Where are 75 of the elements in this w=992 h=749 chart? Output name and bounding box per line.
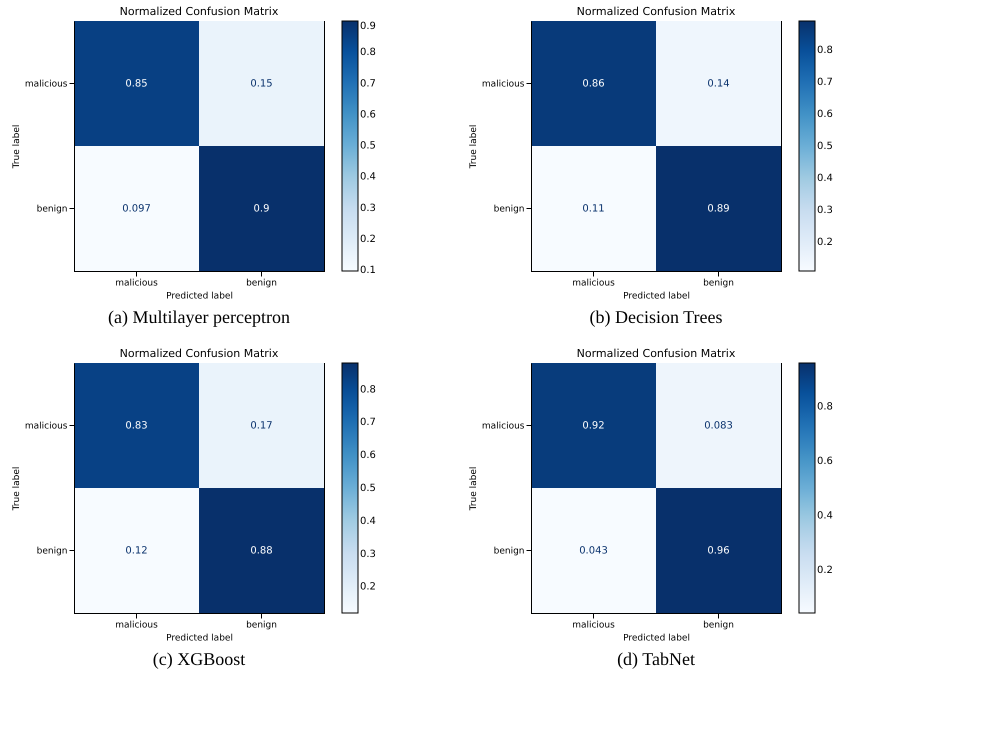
data-label: 0.083 [704,420,733,432]
color-bar-label: 0.8 [817,402,833,413]
y-axis-title: True label [12,466,22,512]
text: (b) Decision Trees [590,307,722,327]
color-bar-label: 0.1 [360,265,376,276]
color-bar-label: 0.7 [360,417,376,428]
color-bar-label: 0.8 [360,384,376,396]
data-label: 0.89 [707,204,730,214]
data-label: 0.14 [707,78,730,90]
color-bar-label: 0.7 [817,76,833,88]
color-bar-label: 0.8 [817,44,833,56]
color-bar-label: 0.4 [817,173,833,184]
data-label: 0.83 [125,420,148,432]
color-bar-label: 0.9 [360,21,376,32]
data-label: 0.043 [579,546,608,556]
color-bar-label: 0.4 [817,510,833,522]
color-bar-label: 0.3 [360,548,376,560]
text: (d) TabNet [617,649,695,669]
data-label: 0.11 [582,204,605,214]
y-tick-label: malicious [482,80,525,90]
y-tick-label: benign [36,546,68,556]
x-tick-label: benign [703,620,734,630]
color-bar-label: 0.8 [360,47,376,58]
x-tick-label: benign [246,620,277,630]
x-tick-label: malicious [572,278,616,288]
y-tick-label: benign [36,204,68,214]
y-axis-title: True label [12,124,22,170]
color-bar-label: 0.5 [360,483,376,494]
y-tick-label: benign [494,204,524,214]
data-label: 0.15 [250,78,273,90]
chart-title: Normalized Confusion Matrix [576,5,736,18]
color-bar-label: 0.3 [360,202,376,214]
y-tick-label: malicious [24,80,68,90]
x-axis-title: Predicted label [623,292,690,302]
y-axis-title: True label [468,124,479,170]
y-tick-label: benign [494,546,524,556]
x-tick-label: benign [703,278,734,288]
color-bar-label: 0.4 [360,172,376,183]
data-label: 0.85 [125,78,148,90]
data-label: 0.17 [250,420,273,432]
data-label: 0.097 [122,204,151,214]
x-axis-title: Predicted label [166,292,233,302]
text: (c) XGBoost [152,649,246,669]
color-bar-label: 0.6 [360,450,376,462]
color-bar-label: 0.6 [360,109,376,120]
x-axis-title: Predicted label [623,634,690,644]
color-bar-label: 0.3 [817,205,833,216]
data-label: 0.86 [582,78,605,90]
chart-title: Normalized Confusion Matrix [120,5,279,18]
chart-title: Normalized Confusion Matrix [576,347,736,360]
data-label: 0.12 [125,546,148,556]
y-tick-label: malicious [482,422,525,432]
color-bar-label: 0.2 [817,565,833,576]
chart-title: Normalized Confusion Matrix [120,347,279,360]
color-bar-label: 0.6 [817,108,833,120]
x-tick-label: benign [246,278,277,288]
data-label: 0.92 [582,420,605,432]
x-tick-label: malicious [572,620,616,630]
y-axis-title: True label [468,466,479,512]
color-bar-label: 0.4 [360,516,376,527]
y-tick-label: malicious [24,422,68,432]
text: (a) Multilayer perceptron [108,307,290,327]
data-label: 0.88 [250,546,273,556]
color-bar-label: 0.7 [360,78,376,90]
x-tick-label: malicious [115,620,158,630]
color-bar-label: 0.5 [360,140,376,152]
color-bar-label: 0.2 [360,582,376,593]
color-bar-label: 0.2 [360,234,376,245]
color-bar-label: 0.6 [817,456,833,468]
color-bar-label: 0.2 [817,237,833,248]
x-tick-label: malicious [115,278,158,288]
data-label: 0.9 [254,204,270,214]
x-axis-title: Predicted label [166,634,233,644]
data-label: 0.96 [707,546,730,556]
color-bar-label: 0.5 [817,141,833,152]
